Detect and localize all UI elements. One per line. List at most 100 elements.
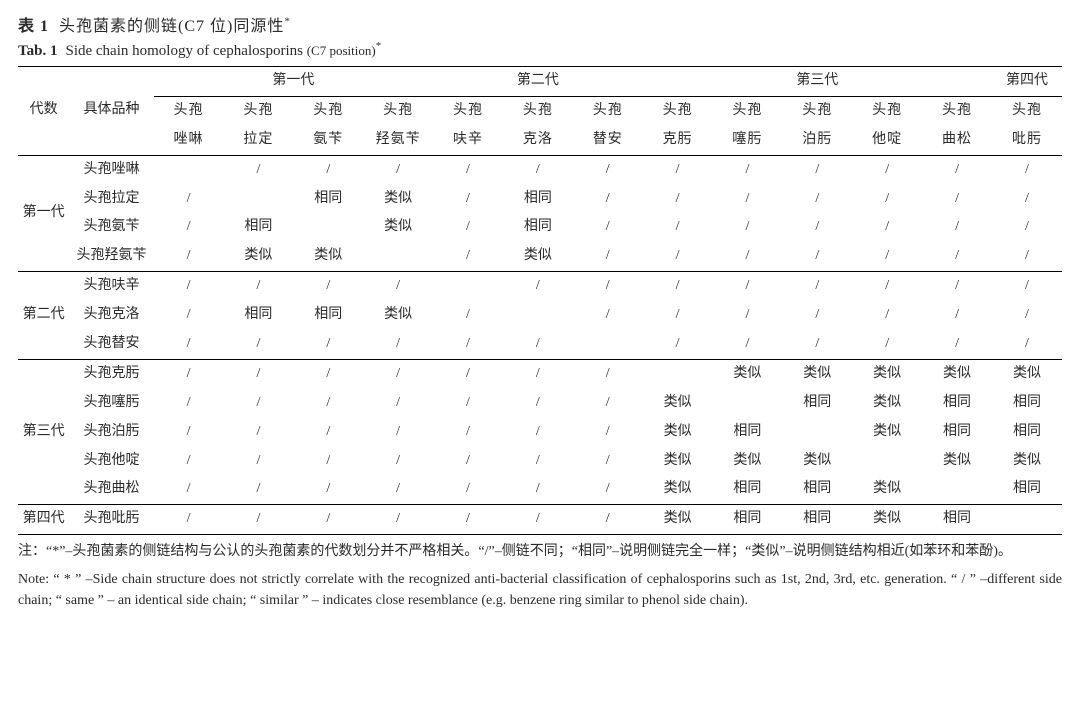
drug-header-l1: 头孢 xyxy=(154,96,224,125)
value-cell: / xyxy=(433,242,503,271)
table-row: 第二代头孢呋辛//////////// xyxy=(18,272,1062,301)
drug-header-row-1: 头孢头孢头孢头孢头孢头孢头孢头孢头孢头孢头孢头孢头孢 xyxy=(18,96,1062,125)
generation-cell: 第三代 xyxy=(18,359,69,504)
value-cell: / xyxy=(223,447,293,476)
value-cell: 类似 xyxy=(852,389,922,418)
value-cell: 类似 xyxy=(713,359,783,388)
value-cell: / xyxy=(154,389,224,418)
value-cell: 类似 xyxy=(643,389,713,418)
table-row: 头孢曲松///////类似相同相同类似相同 xyxy=(18,475,1062,504)
value-cell: / xyxy=(154,242,224,271)
species-cell: 头孢曲松 xyxy=(69,475,153,504)
value-cell: / xyxy=(293,330,363,359)
drug-header-l2: 拉定 xyxy=(223,126,293,155)
value-cell: / xyxy=(922,272,992,301)
value-cell: 相同 xyxy=(922,418,992,447)
value-cell: / xyxy=(223,505,293,535)
value-cell: 相同 xyxy=(992,418,1062,447)
drug-header-l2: 吡肟 xyxy=(992,126,1062,155)
value-cell: / xyxy=(363,505,433,535)
value-cell: 类似 xyxy=(363,213,433,242)
value-cell: / xyxy=(573,447,643,476)
table-title-en: Tab. 1Side chain homology of cephalospor… xyxy=(18,40,1062,60)
value-cell: / xyxy=(363,359,433,388)
value-cell: / xyxy=(293,475,363,504)
value-cell xyxy=(782,418,852,447)
drug-header-l2: 羟氨苄 xyxy=(363,126,433,155)
value-cell: / xyxy=(433,475,503,504)
drug-header-l1: 头孢 xyxy=(643,96,713,125)
table-row: 第三代头孢克肟///////类似类似类似类似类似 xyxy=(18,359,1062,388)
value-cell: 类似 xyxy=(782,359,852,388)
value-cell: 类似 xyxy=(643,447,713,476)
drug-header-row-2: 唑啉拉定氨苄羟氨苄呋辛克洛替安克肟噻肟泊肟他啶曲松吡肟 xyxy=(18,126,1062,155)
value-cell: 类似 xyxy=(992,359,1062,388)
value-cell: / xyxy=(223,359,293,388)
value-cell: / xyxy=(573,213,643,242)
value-cell: / xyxy=(852,242,922,271)
value-cell: / xyxy=(713,185,783,214)
value-cell: / xyxy=(992,155,1062,184)
value-cell: 相同 xyxy=(992,475,1062,504)
value-cell: / xyxy=(154,272,224,301)
value-cell: / xyxy=(363,330,433,359)
value-cell: / xyxy=(154,185,224,214)
value-cell: / xyxy=(363,475,433,504)
value-cell: / xyxy=(363,155,433,184)
value-cell: 类似 xyxy=(852,359,922,388)
value-cell: 类似 xyxy=(503,242,573,271)
value-cell: 相同 xyxy=(503,213,573,242)
value-cell: / xyxy=(293,389,363,418)
col-header-species: 具体品种 xyxy=(69,67,153,156)
drug-header-l1: 头孢 xyxy=(223,96,293,125)
value-cell: / xyxy=(433,447,503,476)
drug-header-l2: 噻肟 xyxy=(713,126,783,155)
value-cell: / xyxy=(503,475,573,504)
value-cell: / xyxy=(154,475,224,504)
value-cell xyxy=(643,359,713,388)
value-cell: / xyxy=(782,272,852,301)
value-cell: / xyxy=(573,155,643,184)
drug-header-l1: 头孢 xyxy=(782,96,852,125)
value-cell: / xyxy=(922,155,992,184)
table-row: 头孢氨苄/相同类似/相同/////// xyxy=(18,213,1062,242)
table-label-zh: 表 1 xyxy=(18,18,49,35)
table-title-zh-text: 头孢菌素的侧链(C7 位)同源性 xyxy=(59,18,284,35)
value-cell xyxy=(573,330,643,359)
value-cell: 类似 xyxy=(223,242,293,271)
value-cell: 类似 xyxy=(293,242,363,271)
generation-cell: 第一代 xyxy=(18,155,69,272)
footnote-en: Note: “ * ” –Side chain structure does n… xyxy=(18,569,1062,611)
value-cell: 类似 xyxy=(363,185,433,214)
table-head: 代数 具体品种 第一代 第二代 第三代 第四代 头孢头孢头孢头孢头孢头孢头孢头孢… xyxy=(18,67,1062,156)
value-cell: 类似 xyxy=(643,505,713,535)
drug-header-l1: 头孢 xyxy=(852,96,922,125)
value-cell: 类似 xyxy=(922,359,992,388)
value-cell: / xyxy=(992,272,1062,301)
value-cell: / xyxy=(992,213,1062,242)
value-cell: / xyxy=(852,330,922,359)
value-cell: / xyxy=(713,272,783,301)
value-cell: / xyxy=(643,272,713,301)
value-cell: / xyxy=(922,301,992,330)
value-cell: / xyxy=(992,242,1062,271)
value-cell: / xyxy=(503,155,573,184)
value-cell xyxy=(922,475,992,504)
value-cell: 类似 xyxy=(363,301,433,330)
value-cell xyxy=(154,155,224,184)
gen-group-2: 第二代 xyxy=(433,67,643,97)
value-cell xyxy=(992,505,1062,535)
drug-header-l1: 头孢 xyxy=(573,96,643,125)
table-row: 头孢克洛/相同相同类似//////// xyxy=(18,301,1062,330)
value-cell: / xyxy=(852,155,922,184)
drug-header-l1: 头孢 xyxy=(433,96,503,125)
drug-header-l2: 呋辛 xyxy=(433,126,503,155)
value-cell: / xyxy=(713,301,783,330)
value-cell: / xyxy=(782,330,852,359)
value-cell: 类似 xyxy=(852,505,922,535)
value-cell: / xyxy=(433,418,503,447)
drug-header-l1: 头孢 xyxy=(293,96,363,125)
value-cell: / xyxy=(922,242,992,271)
value-cell: 类似 xyxy=(782,447,852,476)
table-row: 头孢泊肟///////类似相同类似相同相同 xyxy=(18,418,1062,447)
